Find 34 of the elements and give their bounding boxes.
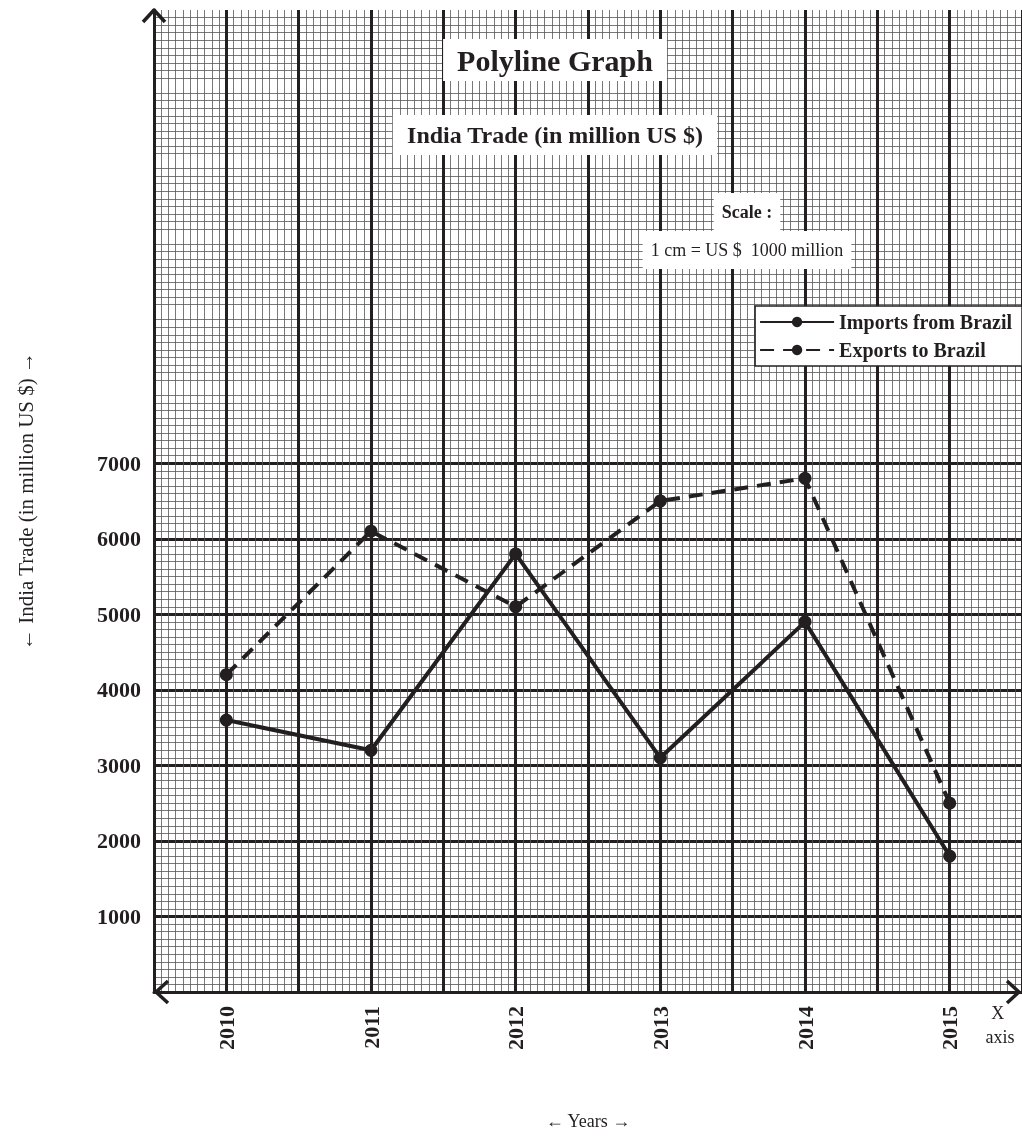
- point: [364, 743, 378, 757]
- point: [364, 524, 378, 538]
- y-tick-label: 7000: [97, 450, 141, 476]
- text: X axis: [985, 1003, 1015, 1047]
- point: [943, 849, 957, 863]
- point: [509, 600, 523, 614]
- y-tick-label: 1000: [97, 903, 141, 929]
- annotation: Scale :: [721, 202, 773, 222]
- y-tick-label: 2000: [97, 828, 141, 854]
- legend-label: Imports from Brazil: [839, 311, 1013, 334]
- x-tick-label: 2010: [213, 1006, 239, 1050]
- point: [798, 615, 812, 629]
- x-tick-label: 2011: [358, 1006, 384, 1049]
- x-tick-label: 2012: [503, 1006, 529, 1050]
- point: [653, 751, 667, 765]
- y-tick-label: 3000: [97, 752, 141, 778]
- text: India Trade (in million US $): [407, 122, 703, 148]
- x-tick-label: 2015: [937, 1006, 963, 1050]
- y-tick-label: 4000: [97, 677, 141, 703]
- point: [653, 494, 667, 508]
- annotation: 1 cm = US $ 1000 million: [650, 240, 844, 260]
- x-tick-label: 2014: [792, 1006, 818, 1050]
- point: [509, 547, 523, 561]
- x-tick-label: 2013: [647, 1006, 673, 1050]
- legend-label: Exports to Brazil: [839, 339, 987, 362]
- point: [219, 713, 233, 727]
- y-axis-title: ← India Trade (in million US $) →: [13, 351, 38, 651]
- point: [943, 796, 957, 810]
- y-tick-label: 5000: [97, 601, 141, 627]
- x-axis-title: ← Years →: [545, 1111, 631, 1131]
- point: [798, 471, 812, 485]
- text: Polyline Graph: [457, 43, 654, 77]
- y-tick-label: 6000: [97, 526, 141, 552]
- point: [219, 668, 233, 682]
